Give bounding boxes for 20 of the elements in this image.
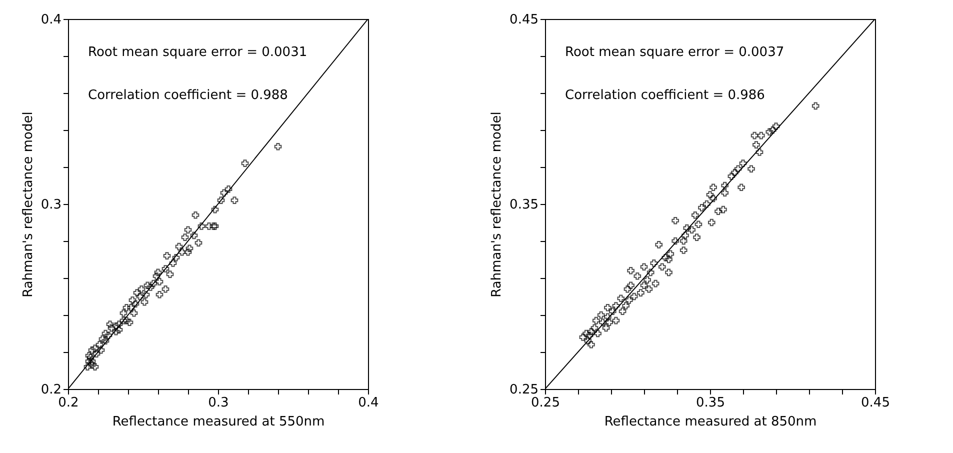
- annotation: Correlation coefficient = 0.988: [88, 88, 288, 103]
- x-axis-title: Reflectance measured at 550nm: [112, 414, 325, 430]
- y-tick-label: 0.4: [40, 12, 62, 28]
- x-tick-label: 0.4: [358, 396, 379, 410]
- x-tick-label: 0.45: [861, 396, 890, 410]
- x-tick-label: 0.3: [208, 396, 229, 410]
- x-tick-label: 0.35: [696, 396, 725, 410]
- y-axis-title: Rahman's reflectance model: [490, 112, 505, 298]
- y-tick-label: 0.25: [510, 382, 538, 398]
- annotation: Root mean square error = 0.0037: [565, 45, 784, 60]
- y-tick-label: 0.2: [40, 382, 62, 398]
- x-axis-title: Reflectance measured at 850nm: [604, 414, 817, 430]
- annotation: Correlation coefficient = 0.986: [565, 88, 765, 103]
- y-tick-label: 0.45: [510, 12, 538, 28]
- y-tick-label: 0.35: [510, 198, 538, 212]
- annotation: Root mean square error = 0.0031: [88, 45, 308, 60]
- x-tick-label: 0.2: [58, 396, 79, 410]
- y-axis-title: Rahman's reflectance model: [20, 112, 36, 298]
- x-tick-label: 0.25: [531, 396, 560, 410]
- y-tick-label: 0.3: [40, 198, 62, 212]
